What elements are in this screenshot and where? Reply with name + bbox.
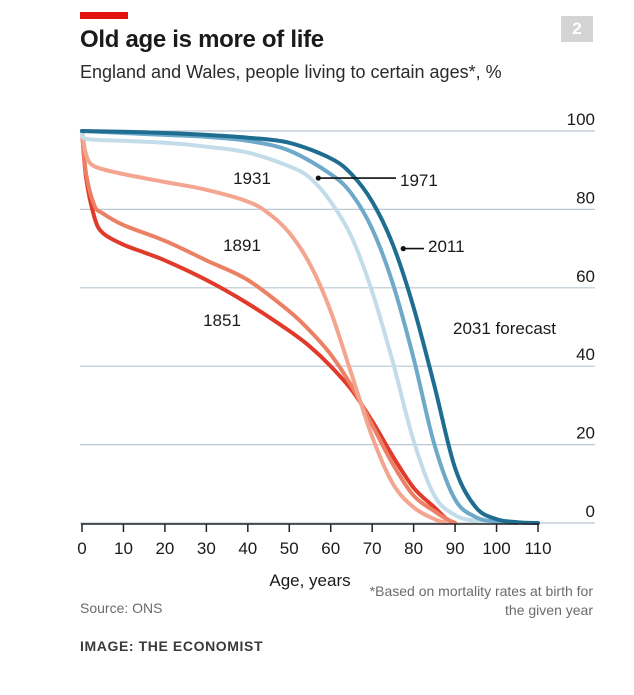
- x-tick-label: 20: [155, 539, 174, 558]
- x-tick-label: 10: [114, 539, 133, 558]
- series-label-1851: 1851: [203, 311, 241, 330]
- x-tick-label: 110: [524, 539, 551, 558]
- series-line-1851: [80, 129, 458, 525]
- chart-subtitle: England and Wales, people living to cert…: [80, 62, 502, 82]
- brand-accent-bar: [80, 12, 128, 19]
- y-tick-label: 40: [576, 345, 595, 364]
- series-label-2031: 2031 forecast: [453, 319, 556, 338]
- series-line-2031: [80, 129, 540, 525]
- series-line-1931: [80, 129, 449, 525]
- image-credit: IMAGE: THE ECONOMIST: [80, 638, 264, 654]
- x-tick-label: 60: [321, 539, 340, 558]
- source-note: Source: ONS: [80, 600, 163, 616]
- footnote: *Based on mortality rates at birth for t…: [369, 583, 593, 618]
- series-label-1971: 1971: [400, 171, 438, 190]
- x-tick-label: 30: [197, 539, 216, 558]
- annotation-dot: [400, 246, 406, 252]
- x-tick-label: 90: [446, 539, 465, 558]
- series-label-1931: 1931: [233, 169, 271, 188]
- x-tick-label: 50: [280, 539, 299, 558]
- series-line-1971: [79, 129, 499, 525]
- x-tick-label: 100: [482, 539, 510, 558]
- y-tick-label: 80: [576, 188, 595, 207]
- x-axis-label: Age, years: [269, 571, 350, 590]
- x-tick-label: 0: [77, 539, 86, 558]
- series-label-1891: 1891: [223, 236, 261, 255]
- series-label-2011: 2011: [428, 237, 465, 256]
- y-tick-label: 100: [567, 110, 595, 129]
- series-line-1891: [80, 129, 458, 525]
- y-tick-label: 20: [576, 424, 595, 443]
- y-tick-label: 60: [576, 267, 595, 286]
- x-tick-label: 40: [238, 539, 257, 558]
- chart-plot: 0 20 40 60 80 100 0 10 20 30 40 50 60 70 80 90 100 110 185…: [77, 110, 595, 590]
- y-tick-label: 0: [586, 502, 595, 521]
- chart-title: Old age is more of life: [80, 26, 324, 53]
- chart-number-badge: 2: [561, 16, 593, 42]
- x-tick-label: 70: [363, 539, 382, 558]
- x-tick-label: 80: [404, 539, 423, 558]
- annotation-dot: [315, 175, 321, 181]
